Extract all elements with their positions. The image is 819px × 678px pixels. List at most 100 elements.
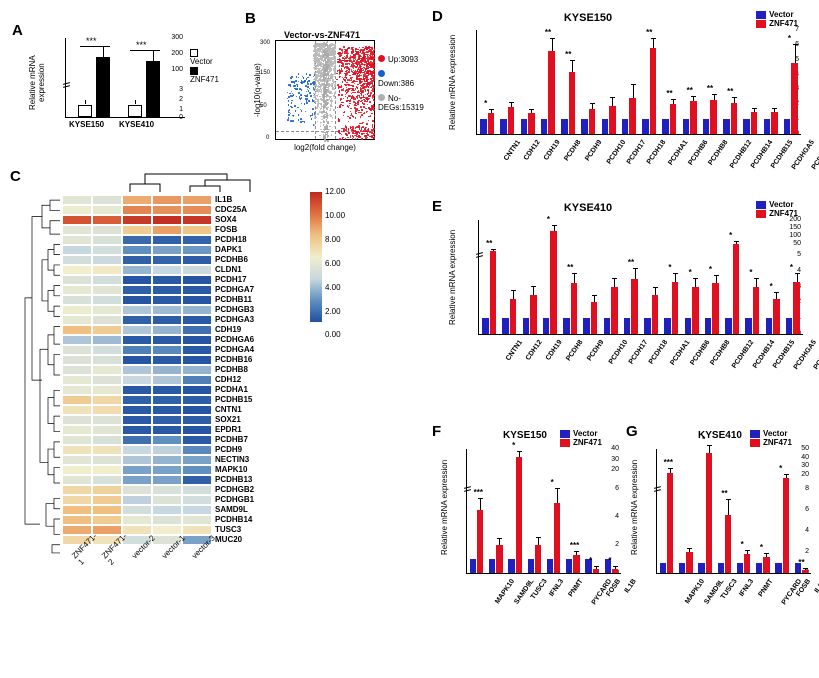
bar-znf — [771, 112, 777, 134]
bar-znf — [593, 569, 599, 573]
category-label: CDH19 — [545, 339, 564, 362]
category-label: PCDH10 — [606, 139, 628, 166]
bar-znf — [571, 283, 577, 334]
bar-znf — [690, 101, 696, 134]
bar-znf — [631, 279, 637, 334]
gene-label: EPDR1 — [212, 425, 242, 435]
bar-znf — [496, 545, 502, 573]
sig-marker: * — [589, 556, 592, 565]
sig-marker: ** — [721, 489, 727, 498]
panel-b-title: Vector-vs-ZNF471 — [272, 30, 372, 40]
panel-d-label: D — [432, 8, 443, 25]
panel-b-xlabel: log2(fold change) — [275, 143, 375, 152]
gene-label: PCDHGA7 — [212, 285, 254, 295]
bar-znf — [488, 113, 494, 134]
sig-marker: * — [770, 282, 773, 291]
panel-f-title: KYSE150 — [490, 430, 560, 441]
sig-text: *** — [136, 40, 147, 50]
bar-znf — [612, 569, 618, 573]
panel-a-label: A — [12, 22, 23, 39]
legend-vector: Vector — [190, 57, 213, 66]
sig-marker: * — [790, 263, 793, 272]
bar-vector — [480, 119, 486, 134]
category-label: CNTN1 — [505, 339, 524, 362]
panel-d-plot: 01234567**************** — [476, 30, 801, 135]
bar-vector — [547, 559, 553, 573]
gene-label: CDH12 — [212, 375, 241, 385]
gene-label: PCDH18 — [212, 235, 247, 245]
gene-label: CDC25A — [212, 205, 247, 215]
bar-vector — [644, 318, 650, 334]
bar-vector — [703, 119, 709, 134]
legend-vector: Vector — [573, 429, 597, 438]
bar-znf — [573, 555, 579, 573]
sig-marker: * — [749, 268, 752, 277]
category-label: IFNL3 — [738, 578, 755, 598]
category-label: PCDHA1 — [667, 139, 689, 167]
sig-marker: ** — [666, 89, 672, 98]
panel-f-chart: KYSE150 Relative mRNA expression Vector … — [440, 427, 630, 627]
bar-vector — [502, 318, 508, 334]
bar-vector — [624, 318, 630, 334]
sig-marker: ** — [545, 28, 551, 37]
bar-znf — [791, 63, 797, 134]
sig-marker: * — [551, 478, 554, 487]
category-label: IFNL3 — [548, 578, 565, 598]
bar-znf — [490, 251, 496, 334]
bar-znf — [508, 107, 514, 134]
category-label: CNTN1 — [503, 139, 522, 162]
bar-znf — [510, 299, 516, 334]
legend-vector: Vector — [763, 429, 787, 438]
category-label: PCDHB8 — [707, 139, 729, 167]
sig-marker: *** — [474, 488, 483, 497]
bar-znf — [783, 478, 789, 573]
panel-c-heatmap: IL1BCDC25ASOX4FOSBPCDH18DAPK1PCDHB6CLDN1… — [20, 170, 440, 670]
sig-marker: * — [608, 556, 611, 565]
sig-marker: ** — [567, 263, 573, 272]
panel-e-ylabel: Relative mRNA expression — [448, 227, 457, 327]
bar-znf — [712, 283, 718, 334]
sig-marker: * — [741, 540, 744, 549]
panel-e-plot: 50100150200012345************** — [478, 220, 803, 335]
panel-e-title: KYSE410 — [538, 202, 638, 214]
bar-znf — [667, 473, 673, 573]
bar-znf — [670, 104, 676, 134]
sig-marker: ** — [798, 558, 804, 567]
category-label: PNMT — [567, 578, 584, 598]
bar-znf — [706, 453, 712, 573]
bar-vector — [528, 559, 534, 573]
panel-d-chart: KYSE150 Relative mRNA expression Vector … — [448, 12, 808, 182]
gene-label: PCDH9 — [212, 445, 242, 455]
sig-marker: ** — [646, 28, 652, 37]
gene-label: SAMD9L — [212, 505, 248, 515]
ytick: 150 — [260, 70, 270, 76]
bar-vector — [723, 119, 729, 134]
category-label: PCDHB6 — [689, 339, 711, 367]
bar-vector — [566, 559, 572, 573]
bar-znf — [731, 103, 737, 134]
bar-vector — [775, 563, 781, 574]
gene-label: DAPK1 — [212, 245, 242, 255]
bar-vector — [705, 318, 711, 334]
panel-a-chart: Relative mRNA expression *** *** 300 200… — [30, 28, 210, 148]
bar-znf — [528, 113, 534, 134]
gene-label: PCDHGA4 — [212, 345, 254, 355]
panel-f-plot: 2030400246********** — [466, 449, 621, 574]
bar-vector — [642, 119, 648, 134]
category-label: PCDH9 — [584, 139, 603, 162]
bar-vector — [664, 318, 670, 334]
bar-znf — [629, 98, 635, 134]
bar-znf — [548, 51, 554, 134]
gene-label: SOX21 — [212, 415, 241, 425]
gene-label: PCDHB13 — [212, 475, 252, 485]
bar-znf — [763, 557, 769, 573]
gene-label: PCDH17 — [212, 275, 247, 285]
sig-marker: * — [709, 265, 712, 274]
bar-vector — [683, 119, 689, 134]
bar-vector — [500, 119, 506, 134]
bar-znf — [516, 457, 522, 573]
sig-marker: * — [702, 435, 705, 444]
bar-vector — [543, 318, 549, 334]
bar-vector — [737, 563, 743, 574]
gene-label: PCDHB8 — [212, 365, 248, 375]
